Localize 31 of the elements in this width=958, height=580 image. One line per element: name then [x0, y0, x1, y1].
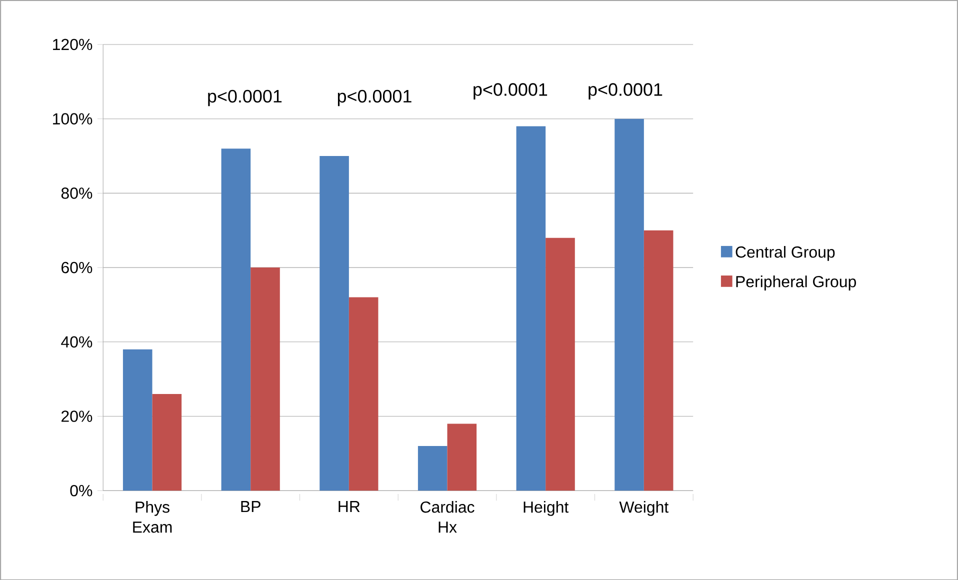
y-tick-label: 100%: [53, 112, 92, 124]
bar: [348, 297, 378, 490]
bar: [250, 267, 280, 490]
annotation: p<0.0001: [474, 82, 548, 100]
y-tick-label: 40%: [61, 336, 92, 348]
legend-label: Peripheral Group: [736, 275, 856, 290]
annotation: p<0.0001: [338, 90, 412, 106]
y-tick-label: 0%: [70, 484, 92, 496]
x-tick-label: Weight: [619, 500, 669, 516]
y-tick-label: 60%: [62, 262, 92, 274]
annotation: p<0.0001: [588, 82, 662, 100]
x-tick-label: Phys Exam: [133, 500, 172, 533]
bar: [221, 148, 251, 490]
bar: [614, 118, 644, 490]
y-tick-label: 120%: [53, 38, 92, 50]
bar: [447, 424, 477, 490]
bar: [644, 230, 674, 490]
annotation: p<0.0001: [208, 90, 282, 106]
bar: [516, 126, 546, 490]
y-tick-label: 20%: [62, 410, 92, 422]
bar: [320, 156, 349, 490]
x-tick-label: BP: [241, 500, 260, 512]
x-tick-label: Height: [524, 500, 569, 516]
legend-label: Central Group: [736, 246, 835, 261]
x-tick-label: HR: [338, 500, 360, 512]
bar: [418, 446, 448, 490]
bar: [546, 238, 575, 490]
bar: [122, 349, 152, 490]
bar: [152, 394, 182, 490]
x-tick-label: Cardiac Hx: [420, 500, 474, 532]
y-tick-label: 80%: [61, 187, 92, 199]
